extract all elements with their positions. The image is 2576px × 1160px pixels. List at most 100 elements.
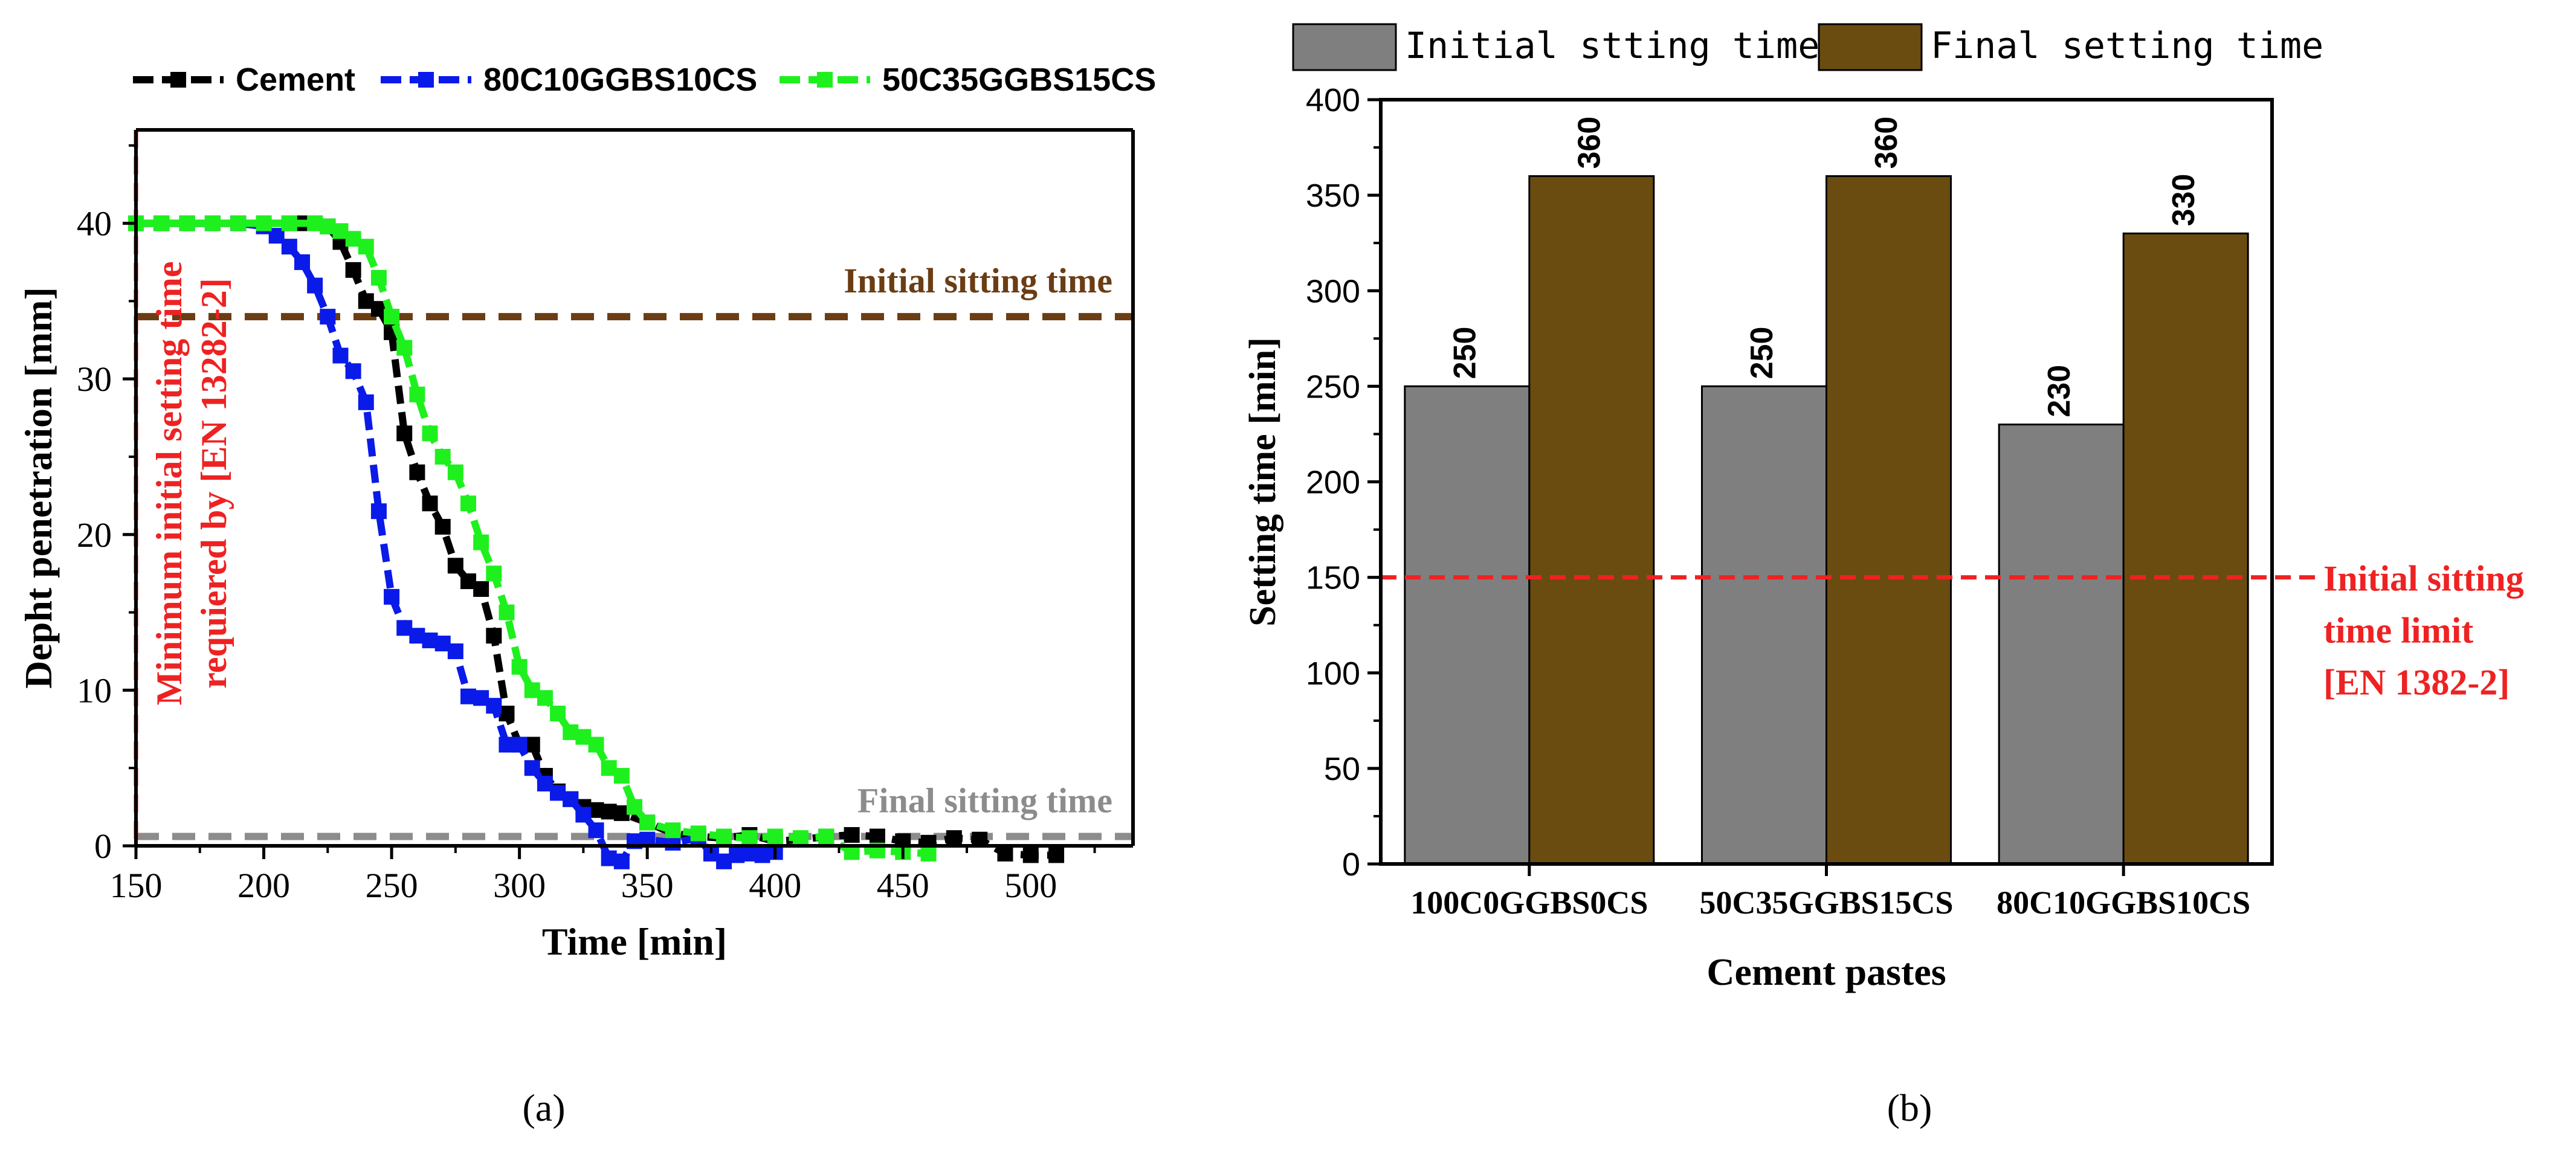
series-80c10ggbs10cs-point (613, 853, 630, 869)
panel-label-a: (a) (522, 1086, 565, 1129)
series-80c10ggbs10cs-point (345, 363, 361, 379)
reference-line-initial-sitting-label-line-3: [EN 1382-2] (2323, 663, 2510, 703)
bar-initial-stting-time-80c10ggbs10cs-value-label: 230 (2042, 365, 2077, 417)
y-tick-label: 0 (1342, 846, 1360, 883)
series-50c35ggbs15cs-point (613, 768, 630, 784)
y-axis-title: Setting time [min] (1242, 337, 1283, 627)
panel-label-b: (b) (1887, 1086, 1932, 1129)
series-80c10ggbs10cs-point (358, 394, 374, 410)
legend-item-final-setting-time-label: Final setting time (1931, 25, 2323, 67)
series-50c35ggbs15cs-point (550, 706, 566, 722)
series-cement-point (1048, 847, 1065, 863)
series-50c35ggbs15cs-point (627, 799, 642, 815)
series-80c10ggbs10cs-point (486, 698, 502, 714)
bar-initial-stting-time-100c0ggbs0cs-value-label: 250 (1448, 327, 1483, 379)
x-tick-label: 150 (110, 866, 163, 905)
series-80c10ggbs10cs-point (332, 347, 349, 364)
series-50c35ggbs15cs-point (434, 448, 451, 465)
series-50c35ggbs15cs-point (358, 239, 374, 255)
bar-final-setting-time-50c35ggbs15cs-value-label: 360 (1869, 117, 1904, 169)
bar-initial-stting-time-50c35ggbs15cs-value-label: 250 (1745, 327, 1780, 379)
legend-item-80c10ggbs10cs-label: 80C10GGBS10CS (483, 62, 757, 98)
series-50c35ggbs15cs-point (384, 309, 400, 325)
series-80c10ggbs10cs-point (384, 588, 400, 605)
series-cement-point (345, 262, 361, 278)
legend-item-cement-marker (170, 72, 186, 88)
series-80c10ggbs10cs-point (370, 503, 387, 520)
x-axis-title: Time [min] (542, 920, 727, 963)
legend-item-initial-stting-time-swatch (1292, 23, 1397, 71)
series-80c10ggbs10cs-point (511, 736, 528, 753)
series-50c35ggbs15cs-point (920, 845, 937, 862)
series-50c35ggbs15cs-point (767, 828, 783, 845)
y-axis-title: Depht penetration [mm] (17, 287, 60, 689)
y-tick-label: 150 (1306, 560, 1360, 596)
reference-line-minimum-initial-setting-time-label: Minimum initial setting time requiered by… (149, 262, 234, 706)
series-50c35ggbs15cs-point (690, 825, 706, 842)
series-80c10ggbs10cs-point (447, 643, 463, 659)
x-tick-label: 250 (366, 866, 418, 905)
series-50c35ggbs15cs-point (511, 659, 528, 675)
bar-initial-stting-time-80c10ggbs10cs (1998, 424, 2125, 865)
y-tick-label: 100 (1306, 656, 1360, 692)
y-tick-label: 300 (1306, 273, 1360, 309)
series-80c10ggbs10cs-point (588, 822, 604, 839)
reference-line-minimum-initial-setting-time-label-line-1: Minimum initial setting time (149, 262, 189, 706)
legend-item-cement-label: Cement (236, 62, 355, 98)
y-tick-label: 350 (1306, 178, 1360, 214)
series-80c10ggbs10cs-point (294, 254, 310, 270)
reference-line-final-sitting-time-label: Final sitting time (857, 781, 1112, 820)
series-50c35ggbs15cs-point (230, 215, 247, 231)
series-50c35ggbs15cs-point (256, 215, 272, 231)
reference-line-initial-sitting-time-label: Initial sitting time (844, 261, 1112, 300)
series-80c10ggbs10cs-point (320, 309, 336, 325)
series-50c35ggbs15cs-point (793, 830, 809, 846)
y-tick-label: 200 (1306, 465, 1360, 501)
x-tick-label: 450 (877, 866, 929, 905)
y-tick-label: 40 (77, 204, 112, 243)
series-50c35ggbs15cs-point (486, 566, 502, 582)
y-tick-label: 30 (77, 359, 112, 399)
series-50c35ggbs15cs-point (588, 736, 604, 753)
series-cement-point (434, 518, 451, 535)
series-cement-point (422, 495, 438, 512)
y-tick-label: 250 (1306, 369, 1360, 405)
y-tick-label: 400 (1306, 82, 1360, 118)
series-cement-point (869, 828, 885, 845)
series-50c35ggbs15cs-point (204, 215, 221, 231)
y-tick-label: 0 (94, 826, 112, 866)
legend-item-final-setting-time-swatch (1818, 23, 1923, 71)
x-tick-label-50c35ggbs15cs: 50C35GGBS15CS (1699, 884, 1953, 921)
series-80c10ggbs10cs-point (524, 760, 540, 776)
bar-final-setting-time-80c10ggbs10cs (2122, 232, 2249, 865)
bar-final-setting-time-100c0ggbs0cs-value-label: 360 (1572, 117, 1607, 169)
series-cement-point (409, 464, 425, 480)
reference-line-initial-sitting-label-line-2: time limit (2323, 611, 2473, 651)
x-tick-label: 300 (493, 866, 546, 905)
series-cement-point (997, 845, 1013, 862)
series-cement-point (486, 628, 502, 644)
series-50c35ggbs15cs-point (741, 830, 758, 846)
series-80c10ggbs10cs-point (575, 807, 592, 823)
series-50c35ggbs15cs-point (716, 828, 732, 845)
x-tick-label: 350 (621, 866, 674, 905)
series-50c35ggbs15cs-point (818, 828, 834, 845)
x-tick-label: 500 (1004, 866, 1057, 905)
legend-item-initial-stting-time-label: Initial stting time (1405, 25, 1819, 67)
series-cement-point (946, 830, 962, 846)
series-50c35ggbs15cs-point (665, 822, 681, 839)
bar-final-setting-time-50c35ggbs15cs (1825, 175, 1952, 865)
series-50c35ggbs15cs-point (179, 215, 195, 231)
series-50c35ggbs15cs-point (409, 386, 425, 402)
bar-final-setting-time-80c10ggbs10cs-value-label: 330 (2166, 174, 2201, 227)
y-tick-label: 50 (1324, 751, 1360, 787)
series-50c35ggbs15cs-point (281, 215, 297, 231)
x-tick-label: 400 (749, 866, 801, 905)
panel-b-bar-chart: 250 360 100C0GGBS0CS 250 360 50C35GGBS15CS 230… (1242, 23, 2524, 993)
series-50c35ggbs15cs-point (639, 814, 656, 831)
series-cement-point (447, 558, 463, 574)
legend-item-50c35ggbs15cs-label: 50C35GGBS15CS (882, 62, 1156, 98)
y-tick-label: 10 (77, 671, 112, 710)
series-80c10ggbs10cs-point (281, 239, 297, 255)
